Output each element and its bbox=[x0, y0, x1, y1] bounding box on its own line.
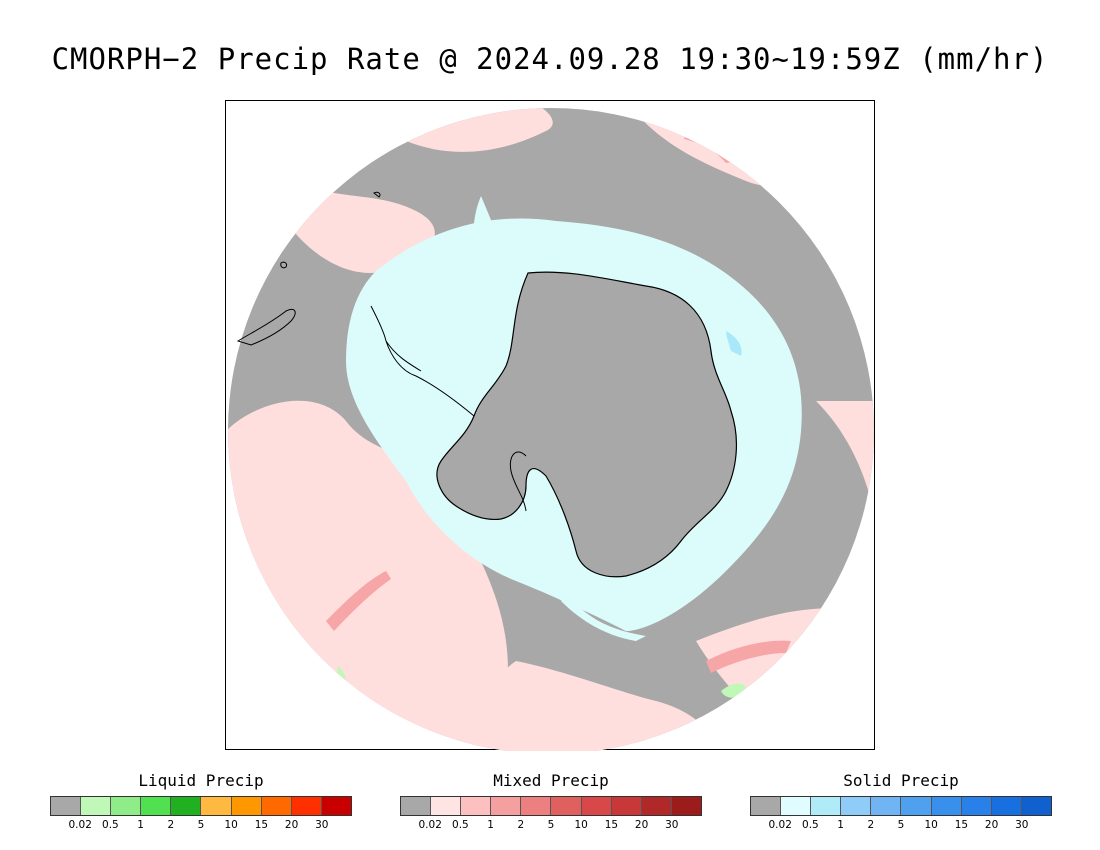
tick-label: 0.02 bbox=[68, 819, 92, 831]
tick-label: 20 bbox=[984, 819, 999, 831]
color-swatch bbox=[611, 797, 642, 815]
color-swatch bbox=[401, 797, 432, 815]
color-scale bbox=[750, 796, 1052, 816]
color-swatch bbox=[551, 797, 582, 815]
tick-label: 1 bbox=[487, 819, 494, 831]
tick-label: 5 bbox=[897, 819, 905, 831]
tick-label: 1 bbox=[837, 819, 844, 831]
tick-label: 5 bbox=[197, 819, 205, 831]
color-swatch bbox=[491, 797, 522, 815]
color-swatch bbox=[931, 797, 962, 815]
tick-label: 1 bbox=[137, 819, 144, 831]
color-scale bbox=[400, 796, 702, 816]
chart-title: CMORPH−2 Precip Rate @ 2024.09.28 19:30~… bbox=[51, 42, 1049, 76]
mixed-precip-region-east bbox=[816, 401, 874, 521]
color-swatch bbox=[751, 797, 782, 815]
tick-labels: 0.02 0.5 1 2 5 10 15 20 30 bbox=[400, 816, 702, 832]
tick-label: 2 bbox=[167, 819, 175, 831]
ross-sea-coastline bbox=[509, 451, 527, 512]
antarctica-interior bbox=[436, 272, 737, 577]
legend-title: Liquid Precip bbox=[138, 771, 264, 790]
color-swatch bbox=[781, 797, 812, 815]
polar-map-canvas bbox=[228, 108, 874, 751]
color-swatch bbox=[461, 797, 492, 815]
antarctica-coastline bbox=[436, 271, 738, 578]
solid-precip-region-north bbox=[473, 196, 526, 301]
solid-precip-patch-east bbox=[726, 331, 742, 356]
color-swatch bbox=[871, 797, 902, 815]
color-swatch bbox=[1021, 797, 1051, 815]
tick-label: 20 bbox=[634, 819, 649, 831]
color-swatch bbox=[321, 797, 351, 815]
color-swatch bbox=[901, 797, 932, 815]
tick-label: 15 bbox=[254, 819, 269, 831]
color-swatch bbox=[581, 797, 612, 815]
tick-label: 0.5 bbox=[802, 819, 819, 831]
legend-solid: Solid Precip 0.02 0.5 1 2 5 10 15 20 30 bbox=[750, 770, 1052, 832]
tick-label: 0.02 bbox=[418, 819, 442, 831]
tick-label: 2 bbox=[517, 819, 525, 831]
color-swatch bbox=[291, 797, 322, 815]
tick-label: 0.5 bbox=[102, 819, 119, 831]
tick-label: 15 bbox=[954, 819, 969, 831]
color-swatch bbox=[671, 797, 701, 815]
mixed-precip-streak-southwest bbox=[326, 571, 391, 631]
tick-label: 5 bbox=[547, 819, 555, 831]
tick-label: 0.5 bbox=[452, 819, 469, 831]
tick-label: 20 bbox=[284, 819, 299, 831]
tick-label: 15 bbox=[604, 819, 619, 831]
color-scale bbox=[50, 796, 352, 816]
tick-label: 2 bbox=[867, 819, 875, 831]
precip-field bbox=[228, 108, 874, 751]
color-swatch bbox=[261, 797, 292, 815]
color-swatch bbox=[171, 797, 202, 815]
tick-label: 10 bbox=[924, 819, 938, 831]
color-swatch bbox=[111, 797, 142, 815]
mixed-precip-streak-southeast bbox=[706, 640, 791, 673]
island-coastline bbox=[280, 261, 287, 269]
color-swatch bbox=[961, 797, 992, 815]
polar-map bbox=[225, 100, 875, 751]
color-swatch bbox=[81, 797, 112, 815]
color-swatch bbox=[841, 797, 872, 815]
tick-label: 30 bbox=[1015, 819, 1029, 831]
legend-mixed: Mixed Precip 0.02 0.5 1 2 5 10 15 20 30 bbox=[400, 770, 702, 832]
tick-labels: 0.02 0.5 1 2 5 10 15 20 30 bbox=[50, 816, 352, 832]
tick-label: 10 bbox=[224, 819, 238, 831]
island-coastline-2 bbox=[373, 191, 381, 198]
color-swatch bbox=[521, 797, 552, 815]
color-swatch bbox=[431, 797, 462, 815]
solid-precip-region-south bbox=[561, 591, 646, 641]
color-swatch bbox=[201, 797, 232, 815]
legend-title: Mixed Precip bbox=[493, 771, 609, 790]
mixed-precip-region-northwest bbox=[286, 181, 435, 273]
color-swatch bbox=[141, 797, 172, 815]
color-swatch bbox=[811, 797, 842, 815]
color-swatch bbox=[641, 797, 672, 815]
mixed-precip-region-south bbox=[476, 661, 718, 751]
tick-label: 10 bbox=[574, 819, 588, 831]
color-swatch bbox=[51, 797, 82, 815]
antarctic-peninsula-coastline bbox=[370, 305, 475, 417]
legend-title: Solid Precip bbox=[843, 771, 959, 790]
tick-label: 0.02 bbox=[768, 819, 792, 831]
color-swatch bbox=[991, 797, 1022, 815]
tick-labels: 0.02 0.5 1 2 5 10 15 20 30 bbox=[750, 816, 1052, 832]
legend-liquid: Liquid Precip 0.02 0.5 1 2 5 10 15 20 30 bbox=[50, 770, 352, 832]
color-swatch bbox=[231, 797, 262, 815]
south-america-coastline bbox=[236, 308, 296, 346]
tick-label: 30 bbox=[315, 819, 329, 831]
tick-label: 30 bbox=[665, 819, 679, 831]
